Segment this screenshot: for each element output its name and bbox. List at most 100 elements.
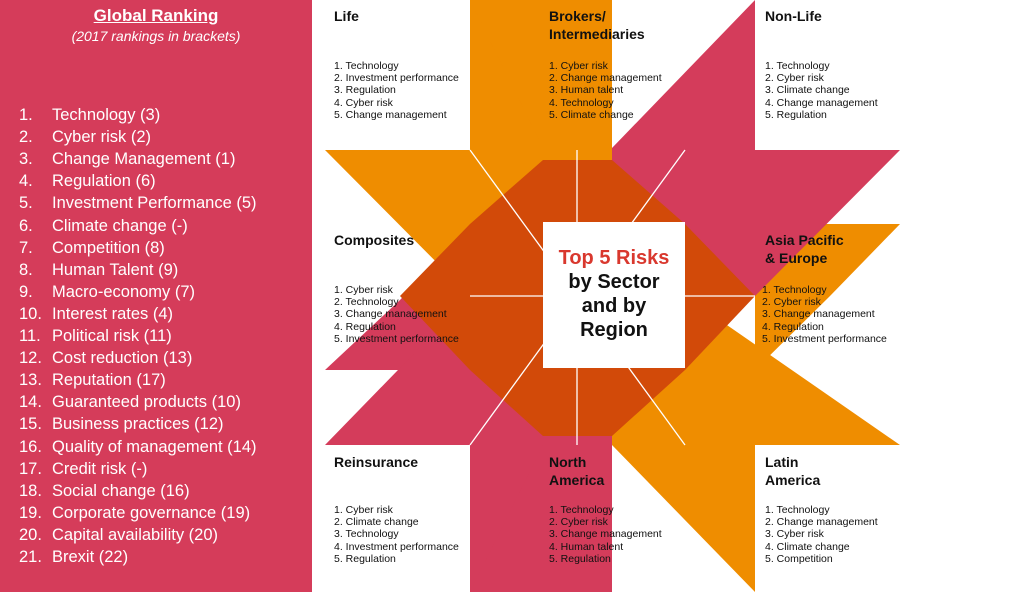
ranking-label: Credit risk (-) [52, 459, 148, 478]
panel-reinsurance-title: Reinsurance [334, 454, 419, 470]
risk-list-item: 1. Technology [549, 504, 614, 516]
risk-list-item: 2. Cyber risk [762, 296, 821, 309]
risk-list-item: 3. Change management [762, 308, 875, 321]
risk-list-item: 5. Competition [765, 552, 833, 565]
ranking-item: 13. Reputation (17) [0, 369, 310, 391]
ranking-number: 15. [19, 415, 42, 434]
risk-list-item: 2. Cyber risk [765, 72, 824, 85]
ranking-number: 2. [19, 128, 33, 147]
center-title-line2: by Sector [568, 271, 660, 293]
panel-asia-title2: & Europe [765, 250, 828, 266]
ranking-item: 19. Corporate governance (19) [0, 502, 310, 524]
ranking-item: 2. Cyber risk (2) [0, 126, 310, 148]
ranking-item: 16. Quality of management (14) [0, 436, 310, 458]
center-title-line4: Region [580, 319, 648, 341]
panel-latin-america: Latin America 1. Technology 2. Change man… [765, 453, 878, 565]
panel-latinamerica-title2: America [765, 472, 821, 488]
ranking-item: 18. Social change (16) [0, 480, 310, 502]
global-ranking-subtitle: (2017 rankings in brackets) [71, 28, 241, 44]
ranking-label: Interest rates (4) [52, 304, 174, 323]
risk-list-item: 4. Investment performance [334, 540, 459, 553]
panel-northamerica-title: North [549, 454, 587, 470]
ranking-number: 4. [19, 172, 33, 191]
ranking-item: 7. Competition (8) [0, 237, 310, 259]
risk-list-item: 1. Technology [762, 284, 827, 296]
center-title-line1: Top 5 Risks [558, 247, 670, 269]
ranking-item: 8. Human Talent (9) [0, 259, 310, 281]
ranking-label: Climate change (-) [52, 216, 188, 235]
ranking-label: Regulation (6) [52, 172, 156, 191]
risk-list-item: 5. Regulation [549, 552, 611, 565]
ranking-number: 12. [19, 349, 42, 368]
risk-list-item: 3. Climate change [765, 84, 850, 97]
risk-list-item: 3. Technology [334, 528, 399, 541]
ranking-number: 10. [19, 304, 42, 323]
center-title-box: Top 5 Risks by Sector and by Region [543, 222, 685, 368]
panel-asia-list: 1. Technology 2. Cyber risk 3. Change mana… [762, 284, 887, 345]
ranking-label: Guaranteed products (10) [52, 393, 241, 412]
ranking-label: Brexit (22) [52, 548, 129, 566]
ranking-label: Competition (8) [52, 238, 165, 257]
risk-list-item: 4. Technology [549, 96, 614, 109]
panel-composites-title: Composites [334, 232, 415, 248]
risk-list-item: 3. Change management [549, 528, 662, 541]
ranking-label: Social change (16) [52, 481, 190, 500]
ranking-item: 12. Cost reduction (13) [0, 347, 310, 369]
panel-northamerica-list: 1. Technology 2. Cyber risk 3. Change mana… [549, 504, 662, 565]
panel-nonlife: Non-Life 1. Technology 2. Cyber risk 3. Cl… [765, 7, 878, 121]
panel-brokers-list: 1. Cyber risk 2. Change management 3. Huma… [549, 60, 662, 121]
panel-brokers-title: Brokers/ [549, 8, 606, 24]
ranking-item: 9. Macro-economy (7) [0, 281, 310, 303]
risk-list-item: 2. Technology [334, 296, 399, 309]
ranking-number: 13. [19, 371, 42, 390]
risk-list-item: 5. Investment performance [334, 332, 459, 345]
risk-list-item: 1. Technology [765, 60, 830, 72]
panel-reinsurance: Reinsurance 1. Cyber risk 2. Climate chan… [334, 453, 459, 565]
panel-nonlife-title: Non-Life [765, 8, 822, 24]
risk-list-item: 5. Change management [334, 108, 447, 121]
risk-list-item: 5. Regulation [765, 108, 827, 121]
ranking-item: 21. Brexit (22) [0, 546, 310, 568]
ranking-item: 6. Climate change (-) [0, 215, 310, 237]
risk-list-item: 1. Cyber risk [334, 504, 393, 516]
ranking-number: 14. [19, 393, 42, 412]
risk-list-item: 3. Cyber risk [765, 528, 824, 541]
panel-north-america: North America 1. Technology 2. Cyber risk… [549, 453, 662, 565]
ranking-label: Macro-economy (7) [52, 282, 196, 301]
ranking-label: Corporate governance (19) [52, 503, 251, 522]
center-title-line3: and by [581, 295, 647, 317]
ranking-label: Quality of management (14) [52, 437, 257, 456]
ranking-item: 3. Change Management (1) [0, 148, 310, 170]
risk-list-item: 2. Change management [765, 516, 878, 529]
risk-list-item: 3. Change management [334, 308, 447, 321]
ranking-label: Technology (3) [52, 106, 161, 124]
ranking-number: 3. [19, 150, 33, 169]
ranking-item: 1. Technology (3) [0, 104, 310, 126]
risk-list-item: 1. Cyber risk [334, 284, 393, 296]
risk-list-item: 2. Change management [549, 72, 662, 85]
ranking-label: Capital availability (20) [52, 525, 218, 544]
risk-list-item: 5. Investment performance [762, 332, 887, 345]
panel-asia-title: Asia Pacific [765, 232, 844, 248]
panel-brokers: Brokers/ Intermediaries 1. Cyber risk 2. … [549, 7, 662, 121]
ranking-label: Business practices (12) [52, 415, 224, 434]
risk-list-item: 4. Cyber risk [334, 96, 393, 109]
risk-list-item: 1. Technology [334, 60, 399, 72]
risk-list-item: 4. Climate change [765, 540, 850, 553]
ranking-item: 11. Political risk (11) [0, 325, 310, 347]
ranking-number: 20. [19, 525, 42, 544]
panel-asia-europe: Asia Pacific & Europe 1. Technology 2. Cy… [762, 231, 887, 345]
panel-life-list: 1. Technology 2. Investment performance 3.… [334, 60, 459, 121]
ranking-label: Cost reduction (13) [52, 349, 193, 368]
ranking-number: 21. [19, 548, 42, 566]
panel-reinsurance-list: 1. Cyber risk 2. Climate change 3. Technol… [334, 504, 459, 565]
risk-list-item: 4. Regulation [762, 320, 824, 333]
ranking-item: 14. Guaranteed products (10) [0, 391, 310, 413]
risk-list-item: 4. Human talent [549, 540, 624, 553]
ranking-number: 18. [19, 481, 42, 500]
risk-list-item: 4. Change management [765, 96, 878, 109]
risk-list-item: 5. Regulation [334, 552, 396, 565]
risk-list-item: 5. Climate change [549, 108, 634, 121]
risk-list-item: 2. Cyber risk [549, 516, 608, 529]
panel-latinamerica-list: 1. Technology 2. Change management 3. Cybe… [765, 504, 878, 565]
